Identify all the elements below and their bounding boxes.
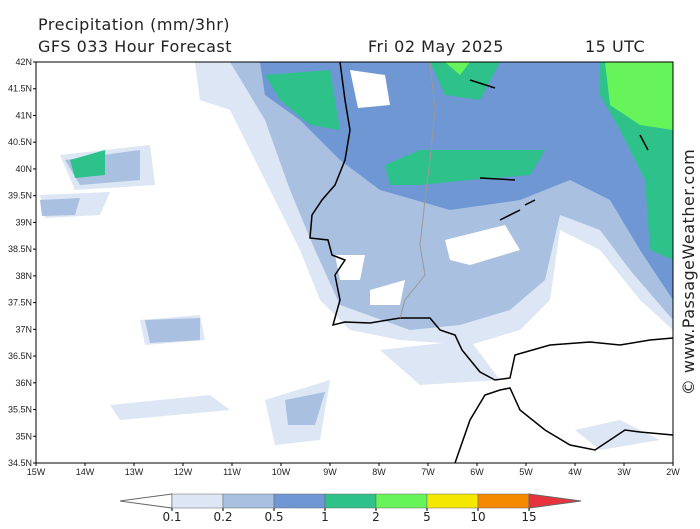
lon-label: 8W [372,467,386,477]
lat-label: 36.5N [8,351,32,361]
map-frame [35,61,674,464]
colorbar-label: 15 [521,510,536,524]
coastlines [309,62,673,463]
lat-label: 35.5N [8,405,32,415]
lat-label: 39.5N [8,191,32,201]
lat-label: 40.5N [8,137,32,147]
time: 15 UTC [585,37,645,56]
colorbar-label: 10 [470,510,485,524]
lat-label: 37N [15,324,32,334]
lon-label: 11W [223,467,241,477]
lon-label: 4W [568,467,582,477]
lon-label: 15W [27,467,46,477]
colorbar-label: 0.5 [264,510,283,524]
colorbar-bin [426,493,479,509]
lon-label: 3W [617,467,631,477]
lon-label: 5W [519,467,533,477]
lon-label: 9W [323,467,337,477]
lat-label: 38.5N [8,244,32,254]
colorbar-label: 0.2 [213,510,232,524]
colorbar-label: 0.1 [162,510,181,524]
colorbar-bin [222,493,275,509]
colorbar-label: 5 [423,510,431,524]
lat-label: 36N [15,378,32,388]
watermark: © www.PassageWeather.com [679,149,698,395]
colorbar-bin [324,493,377,509]
lat-label: 40N [15,164,32,174]
colorbar-bin [477,493,530,509]
lat-label: 38N [15,271,32,281]
colorbar-under [119,493,173,509]
colorbar-bin [171,493,224,509]
axes: 42N 41.5N 41N 40.5N 40N 39.5N 39N 38.5N 38N 37.5N… [8,57,680,477]
colorbar-bin [375,493,428,509]
lon-label: 14W [76,467,95,477]
lon-label: 13W [125,467,144,477]
lat-label: 39N [15,217,32,227]
colorbar-bin [273,493,326,509]
colorbar-over [528,493,582,509]
title: Precipitation (mm/3hr) [38,15,230,34]
lat-label: 41N [15,110,32,120]
colorbar-label: 1 [321,510,329,524]
lat-label: 34.5N [8,458,32,468]
lon-label: 6W [470,467,484,477]
lat-label: 35N [15,431,32,441]
lon-label: 10W [272,467,291,477]
lon-label: 12W [174,467,193,477]
date: Fri 02 May 2025 [368,37,504,56]
precip-field [36,62,673,463]
model: GFS 033 Hour Forecast [38,37,232,56]
colorbar-label: 2 [372,510,380,524]
lat-label: 42N [15,57,32,67]
lat-label: 37.5N [8,298,32,308]
colorbar: 0.1 0.2 0.5 1 2 5 10 15 [119,493,582,524]
lat-label: 41.5N [8,84,32,94]
lon-label: 2W [666,467,680,477]
lon-label: 7W [421,467,435,477]
